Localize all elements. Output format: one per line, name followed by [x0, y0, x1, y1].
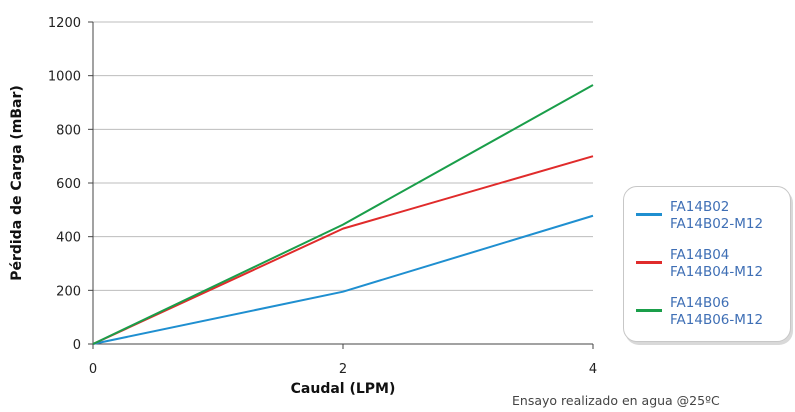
legend-label: FA14B04 FA14B04-M12 — [670, 247, 763, 281]
legend-label: FA14B02 FA14B02-M12 — [670, 199, 763, 233]
legend-label-line2: FA14B06-M12 — [670, 312, 764, 328]
y-tick-label: 400 — [56, 231, 81, 246]
y-tick-label: 1000 — [48, 70, 81, 85]
x-tick-label: 4 — [589, 362, 597, 377]
x-tick-label: 2 — [339, 362, 347, 377]
legend-swatch — [636, 309, 662, 312]
legend: FA14B02 FA14B02-M12 FA14B04 FA14B04-M12 … — [623, 186, 791, 342]
x-axis-title: Caudal (LPM) — [291, 381, 396, 397]
legend-label-line2: FA14B04-M12 — [670, 264, 764, 280]
series-lines — [92, 84, 594, 345]
legend-swatch — [636, 261, 662, 264]
y-tick-labels: 0 200 400 600 800 1000 1200 — [48, 16, 93, 353]
series-line-fa14b04 — [92, 155, 594, 345]
y-tick-label: 200 — [56, 284, 81, 299]
legend-label-line1: FA14B02 — [670, 199, 730, 215]
y-tick-label: 800 — [56, 123, 81, 138]
legend-swatch — [636, 213, 662, 216]
x-tick-label: 0 — [89, 362, 97, 377]
series-line-fa14b02 — [92, 214, 594, 345]
grid-lines — [93, 21, 593, 291]
legend-label-line2: FA14B02-M12 — [670, 216, 764, 232]
test-conditions-note: Ensayo realizado en agua @25ºC — [512, 393, 720, 408]
y-axis-title: Pérdida de Carga (mBar) — [9, 85, 25, 281]
legend-label: FA14B06 FA14B06-M12 — [670, 295, 763, 329]
legend-label-line1: FA14B04 — [670, 247, 730, 263]
y-tick-label: 600 — [56, 177, 81, 192]
y-tick-label: 0 — [73, 338, 81, 353]
legend-label-line1: FA14B06 — [670, 295, 730, 311]
series-line-fa14b06 — [92, 84, 594, 345]
y-tick-label: 1200 — [48, 16, 81, 31]
x-tick-labels: 0 2 4 — [89, 344, 597, 377]
